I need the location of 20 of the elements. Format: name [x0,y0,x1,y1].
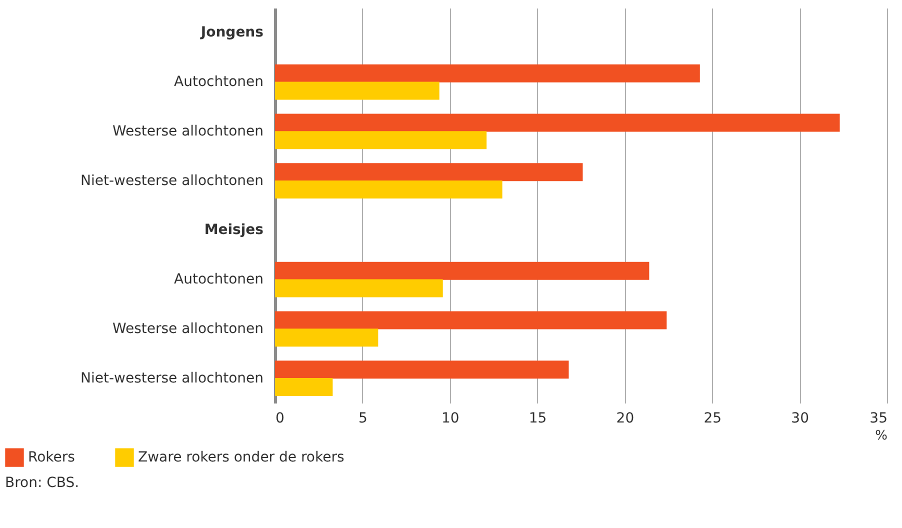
x-tick-label: 25 [704,410,722,426]
text: Bron: CBS. [5,475,80,491]
x-tick-label: 15 [528,410,547,426]
x-tick-label: 30 [791,410,809,426]
y-tick-label: Autochtonen [174,272,264,288]
legend-label: Zware rokers onder de rokers [138,450,344,466]
x-tick-label: 20 [616,410,634,426]
y-tick-label: Westerse allochtonen [112,320,264,337]
x-axis-title: % [875,428,888,444]
y-tick-label: Meisjes [204,222,264,238]
y-tick-label: Autochtonen [174,74,264,90]
y-tick-label: Jongens [200,24,264,41]
x-tick-label: 35 [870,410,888,426]
y-tick-label: Niet-westerse allochtonen [80,370,264,386]
legend-label: Rokers [28,450,75,466]
x-tick-label: 10 [441,410,460,426]
y-tick-label: Westerse allochtonen [112,123,264,140]
x-tick-label: 5 [358,410,368,426]
x-tick-label: 0 [276,410,284,426]
y-tick-label: Niet-westerse allochtonen [80,172,264,189]
